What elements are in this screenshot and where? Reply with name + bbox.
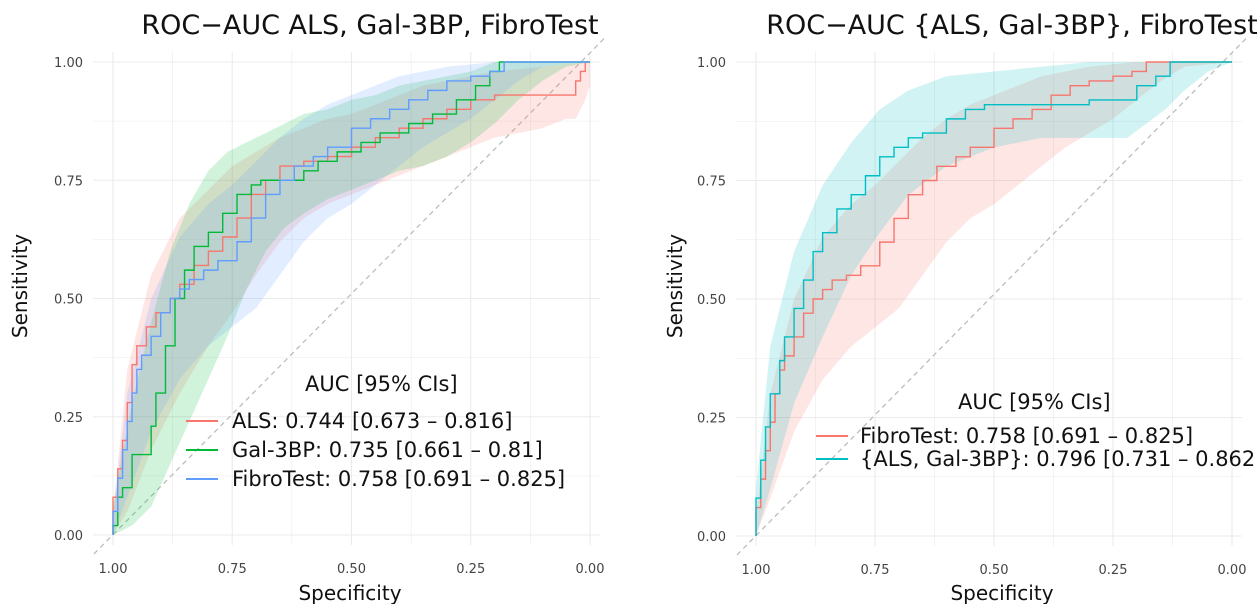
x-tick-label: 1.00 bbox=[742, 563, 771, 578]
legend-label-als-gal3bp: {ALS, Gal-3BP}: 0.796 [0.731 – 0.862] bbox=[860, 447, 1257, 471]
chart-title: ROC−AUC {ALS, Gal-3BP}, FibroTest bbox=[766, 10, 1257, 41]
y-tick-label: 0.50 bbox=[697, 293, 726, 308]
legend: AUC [95% CIs] ALS: 0.744 [0.673 – 0.816]… bbox=[186, 372, 565, 491]
y-tick-label: 0.25 bbox=[54, 411, 83, 426]
legend-label-fibrotest: FibroTest: 0.758 [0.691 – 0.825] bbox=[860, 424, 1193, 448]
roc-curves bbox=[755, 61, 1232, 536]
y-tick-label: 0.00 bbox=[697, 530, 726, 545]
ci-band-1 bbox=[756, 62, 1232, 536]
reference-diagonal bbox=[93, 37, 605, 555]
legend-label-fibrotest: FibroTest: 0.758 [0.691 – 0.825] bbox=[232, 467, 565, 491]
legend-label-als: ALS: 0.744 [0.673 – 0.816] bbox=[232, 409, 512, 433]
y-tick-label: 1.00 bbox=[54, 56, 83, 71]
legend-label-gal3bp: Gal-3BP: 0.735 [0.661 – 0.81] bbox=[232, 438, 543, 462]
x-tick-labels: 1.00 0.75 0.50 0.25 0.00 bbox=[99, 562, 605, 577]
x-tick-label: 0.25 bbox=[1099, 563, 1128, 578]
ci-bands bbox=[756, 62, 1232, 536]
roc-curve-2 bbox=[112, 61, 590, 535]
ci-band-1 bbox=[113, 62, 590, 535]
ci-band-0 bbox=[113, 62, 590, 535]
grid bbox=[93, 52, 600, 545]
y-tick-label: 0.75 bbox=[54, 174, 83, 189]
legend-title: AUC [95% CIs] bbox=[305, 372, 458, 396]
y-tick-label: 1.00 bbox=[697, 56, 726, 71]
x-tick-label: 1.00 bbox=[99, 562, 128, 577]
roc-panel-right: ROC−AUC {ALS, Gal-3BP}, FibroTest 1.00 0.… bbox=[663, 10, 1257, 604]
x-axis-label: Specificity bbox=[298, 581, 401, 604]
x-tick-label: 0.50 bbox=[980, 563, 1009, 578]
legend-title: AUC [95% CIs] bbox=[958, 390, 1111, 414]
y-tick-label: 0.25 bbox=[697, 412, 726, 427]
x-tick-label: 0.75 bbox=[861, 563, 890, 578]
x-tick-label: 0.50 bbox=[337, 562, 366, 577]
y-tick-label: 0.00 bbox=[54, 529, 83, 544]
reference-diagonal bbox=[736, 37, 1247, 556]
x-tick-label: 0.00 bbox=[1218, 563, 1247, 578]
y-axis-label: Sensitivity bbox=[8, 234, 32, 338]
roc-panel-left: ROC−AUC ALS, Gal-3BP, FibroTest 1.00 0.75… bbox=[8, 10, 605, 604]
x-tick-label: 0.25 bbox=[456, 562, 485, 577]
y-axis-label: Sensitivity bbox=[663, 234, 687, 338]
ci-band-0 bbox=[756, 62, 1232, 536]
roc-curve-1 bbox=[755, 61, 1232, 536]
y-tick-labels: 0.00 0.25 0.50 0.75 1.00 bbox=[54, 56, 83, 544]
x-axis-label: Specificity bbox=[950, 581, 1053, 604]
legend: AUC [95% CIs] FibroTest: 0.758 [0.691 – … bbox=[816, 390, 1257, 471]
x-tick-labels: 1.00 0.75 0.50 0.25 0.00 bbox=[742, 563, 1247, 578]
y-tick-labels: 0.00 0.25 0.50 0.75 1.00 bbox=[697, 56, 726, 545]
y-tick-label: 0.75 bbox=[697, 175, 726, 190]
roc-curves bbox=[112, 61, 590, 535]
y-tick-label: 0.50 bbox=[54, 293, 83, 308]
x-tick-label: 0.00 bbox=[576, 562, 605, 577]
roc-curve-1 bbox=[112, 61, 590, 535]
chart-title: ROC−AUC ALS, Gal-3BP, FibroTest bbox=[141, 10, 598, 41]
x-tick-label: 0.75 bbox=[218, 562, 247, 577]
